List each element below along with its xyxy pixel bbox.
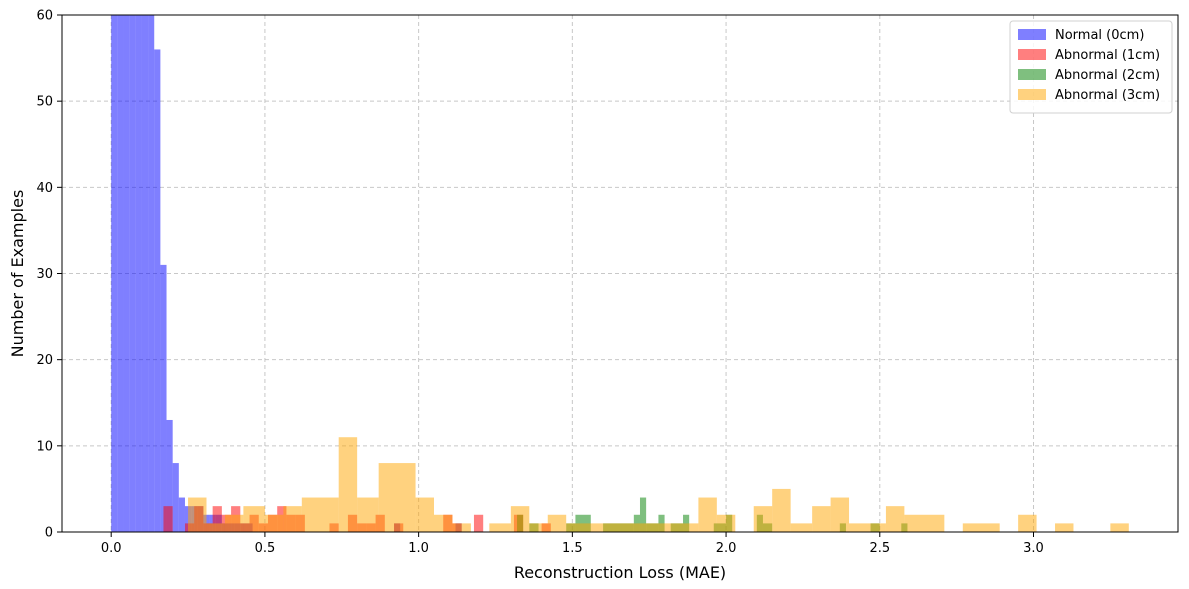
legend-label: Abnormal (1cm) — [1055, 48, 1160, 63]
legend-swatch — [1018, 69, 1046, 80]
histogram-bar — [178, 497, 185, 532]
histogram-bar — [1055, 523, 1074, 532]
y-tick-label: 20 — [36, 353, 53, 368]
histogram-bar — [283, 506, 302, 532]
histogram-bar — [904, 514, 945, 532]
histogram-bar — [790, 523, 813, 532]
histogram-bar — [962, 523, 1000, 532]
histogram-bar — [301, 497, 339, 532]
histogram-bar — [206, 523, 225, 532]
legend-box — [1009, 20, 1173, 114]
histogram-bar — [566, 523, 604, 532]
histogram-bar — [1018, 514, 1037, 532]
histogram-bar — [489, 523, 511, 532]
histogram-bar — [434, 514, 453, 532]
series-0 — [111, 15, 462, 532]
histogram-bar — [123, 15, 130, 532]
histogram-bar — [338, 437, 358, 532]
x-tick-label: 2.5 — [869, 541, 890, 556]
legend-swatch — [1018, 49, 1046, 60]
axis-ticks: 0.0 0.5 1.0 1.5 2.0 2.5 3.0 0 10 20 30 40 50 60 — [36, 9, 1043, 557]
histogram-bar — [603, 523, 622, 532]
y-axis-label: Number of Examples — [8, 190, 27, 358]
histogram-bar — [885, 506, 905, 532]
x-axis-label: Reconstruction Loss (MAE) — [514, 563, 726, 582]
legend-label: Abnormal (2cm) — [1055, 68, 1160, 83]
histogram-bar — [160, 264, 167, 532]
histogram-bar — [243, 506, 265, 532]
x-tick-label: 1.5 — [562, 541, 583, 556]
histogram-bar — [264, 514, 284, 532]
histogram-bar — [679, 523, 699, 532]
bars — [111, 15, 1129, 532]
histogram-bar — [378, 463, 416, 532]
histogram-bar — [510, 506, 530, 532]
histogram-bar — [529, 523, 548, 532]
histogram-bar — [633, 514, 640, 532]
histogram-bar — [212, 506, 222, 532]
legend: Normal (0cm) Abnormal (1cm) Abnormal (2cm)… — [1009, 20, 1173, 114]
legend-swatch — [1018, 89, 1046, 100]
x-tick-label: 0.5 — [255, 541, 276, 556]
histogram-bar — [716, 514, 736, 532]
legend-item: Abnormal (1cm) — [1018, 48, 1160, 63]
histogram-bar — [357, 497, 379, 532]
histogram-bar — [154, 49, 161, 532]
histogram-bar — [452, 523, 471, 532]
x-tick-label: 3.0 — [1023, 541, 1044, 556]
histogram-bar — [698, 497, 717, 532]
legend-label: Abnormal (3cm) — [1055, 88, 1160, 103]
histogram-bar — [224, 514, 244, 532]
histogram-bar — [188, 497, 207, 532]
histogram-bar — [772, 488, 791, 532]
histogram-bar — [639, 497, 647, 532]
y-tick-label: 60 — [36, 9, 53, 24]
histogram-bar — [135, 15, 142, 532]
histogram-bar — [830, 497, 850, 532]
histogram-bar — [643, 523, 680, 532]
y-tick-label: 40 — [36, 181, 53, 196]
histogram-bar — [1110, 523, 1129, 532]
legend-item: Abnormal (3cm) — [1018, 88, 1160, 103]
histogram-bar — [117, 15, 124, 532]
legend-label: Normal (0cm) — [1055, 28, 1144, 43]
legend-swatch — [1018, 29, 1046, 40]
histogram-bar — [163, 506, 173, 532]
histogram-bar — [148, 15, 155, 532]
histogram-bar — [621, 523, 644, 532]
histogram-bar — [129, 15, 136, 532]
histogram-bar — [658, 514, 665, 532]
legend-item: Normal (0cm) — [1018, 28, 1144, 43]
histogram-bar — [166, 419, 173, 532]
y-tick-label: 0 — [45, 526, 53, 541]
histogram-bar — [547, 514, 567, 532]
y-tick-label: 30 — [36, 267, 53, 282]
y-tick-label: 10 — [36, 439, 53, 454]
x-tick-label: 2.0 — [716, 541, 737, 556]
histogram-bar — [111, 15, 118, 532]
histogram-bar — [849, 523, 886, 532]
histogram-bar — [473, 514, 484, 532]
histogram-bar — [683, 514, 690, 532]
histogram-bar — [141, 15, 149, 532]
legend-item: Abnormal (2cm) — [1018, 68, 1160, 83]
series-3 — [188, 437, 1129, 532]
histogram-bar — [753, 506, 773, 532]
y-tick-label: 50 — [36, 95, 53, 110]
histogram-bar — [415, 497, 434, 532]
x-tick-label: 1.0 — [408, 541, 429, 556]
x-tick-label: 0.0 — [101, 541, 122, 556]
histogram-bar — [812, 506, 831, 532]
histogram-bar — [172, 463, 179, 532]
